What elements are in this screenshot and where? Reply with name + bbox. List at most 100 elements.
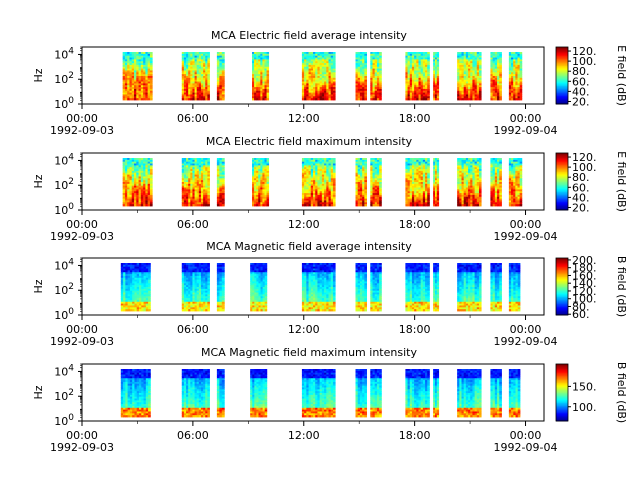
colorbar: 20.40.60.80.100.120. E field (dB) (555, 151, 628, 214)
data-interval-block (508, 52, 523, 101)
y-axis-label: Hz (32, 68, 45, 82)
panel-title: MCA Magnetic field average intensity (206, 240, 412, 253)
colorbar-tick-label: 60. (572, 308, 590, 321)
colorbar-tick-label: 140. (572, 277, 597, 290)
colorbar-tick-label: 40. (572, 85, 590, 98)
panel-2: MCA Electric field maximum intensity 100 1… (32, 135, 628, 243)
colorbar-tick-label: 120. (572, 285, 597, 298)
x-tick-label: 06:00 (177, 323, 209, 336)
x-date-label: 1992-09-03 (50, 441, 114, 454)
data-interval-block (370, 369, 382, 418)
x-tick-label: 06:00 (177, 218, 209, 231)
data-interval-block (433, 158, 440, 207)
panel-title: MCA Electric field average intensity (211, 29, 407, 42)
colorbar-tick-label: 200. (572, 254, 597, 267)
data-interval-block (301, 158, 336, 207)
data-interval-block (355, 52, 367, 101)
data-interval-block (490, 158, 502, 207)
data-interval-block (122, 52, 153, 101)
x-tick-label: 12:00 (288, 218, 320, 231)
data-interval-block (457, 263, 482, 312)
y-tick-label: 104 (54, 363, 74, 378)
x-tick-label: 00:00 (510, 218, 542, 231)
y-tick-label: 102 (54, 388, 74, 403)
x-tick-label: 00:00 (510, 323, 542, 336)
data-interval-block (301, 369, 336, 418)
data-interval-block (355, 158, 367, 207)
colorbar-tick-label: 150. (572, 380, 597, 393)
data-interval-block (370, 158, 382, 207)
panel-4: MCA Magnetic field maximum intensity 100 1… (32, 346, 628, 454)
colorbar-tick-label: 60. (572, 75, 590, 88)
colorbar-tick-label: 20. (572, 201, 590, 214)
data-interval-block (181, 263, 210, 312)
x-tick-label: 00:00 (510, 429, 542, 442)
panel-title: MCA Magnetic field maximum intensity (201, 346, 417, 359)
y-axis-label: Hz (32, 279, 45, 293)
data-interval-block (370, 263, 382, 312)
data-interval-block (405, 52, 430, 101)
data-interval-block (252, 158, 270, 207)
y-tick-label: 102 (54, 71, 74, 86)
colorbar-label: B field (dB) (615, 362, 628, 423)
data-interval-block (216, 263, 225, 312)
data-interval-block (370, 52, 382, 101)
x-tick-label: 18:00 (399, 429, 431, 442)
data-interval-block (490, 263, 502, 312)
colorbar: 100. 150. B field (dB) (555, 362, 628, 423)
data-interval-block (457, 158, 482, 207)
x-tick-label: 12:00 (288, 429, 320, 442)
colorbar-tick-label: 80. (572, 171, 590, 184)
colorbar: 20.40.60.80.100.120. E field (dB) (555, 45, 628, 108)
panel-3: MCA Magnetic field average intensity 100 1… (32, 240, 628, 348)
data-interval-block (181, 52, 210, 101)
x-tick-label: 12:00 (288, 112, 320, 125)
data-interval-block (405, 158, 430, 207)
colorbar-tick-label: 100. (572, 401, 597, 414)
colorbar-tick-label: 80. (572, 65, 590, 78)
data-interval-block (250, 369, 268, 418)
data-interval-block (181, 369, 210, 418)
x-date-label: 1992-09-03 (50, 124, 114, 137)
data-interval-block (216, 158, 225, 207)
data-interval-block (122, 158, 153, 207)
colorbar-tick-label: 180. (572, 262, 597, 275)
data-interval-block (252, 52, 270, 101)
x-tick-label: 00:00 (66, 218, 98, 231)
data-interval-block (457, 52, 482, 101)
data-interval-block (433, 263, 440, 312)
y-tick-label: 100 (54, 202, 74, 217)
colorbar-tick-label: 160. (572, 269, 597, 282)
x-tick-label: 06:00 (177, 429, 209, 442)
colorbar-label: E field (dB) (615, 151, 628, 212)
data-interval-block (508, 369, 521, 418)
data-interval-block (508, 263, 521, 312)
y-tick-label: 102 (54, 282, 74, 297)
data-interval-block (216, 52, 225, 101)
data-interval-block (355, 369, 367, 418)
colorbar-tick-label: 20. (572, 95, 590, 108)
data-interval-block (250, 263, 268, 312)
data-interval-block (433, 52, 440, 101)
colorbar-label: E field (dB) (615, 45, 628, 106)
colorbar-tick-label: 100. (572, 161, 597, 174)
data-interval-block (301, 52, 336, 101)
panel-title: MCA Electric field maximum intensity (206, 135, 413, 148)
panel-1: MCA Electric field average intensity 100 1… (32, 29, 628, 137)
x-date-label: 1992-09-04 (494, 124, 558, 137)
x-tick-label: 18:00 (399, 218, 431, 231)
data-interval-block (508, 158, 523, 207)
y-tick-label: 104 (54, 257, 74, 272)
data-interval-block (216, 369, 225, 418)
x-date-label: 1992-09-04 (494, 230, 558, 243)
x-date-label: 1992-09-03 (50, 335, 114, 348)
y-tick-label: 104 (54, 152, 74, 167)
colorbar-tick-label: 100. (572, 293, 597, 306)
data-interval-block (457, 369, 482, 418)
colorbar-tick-label: 80. (572, 300, 590, 313)
x-tick-label: 00:00 (66, 112, 98, 125)
data-interval-block (490, 52, 502, 101)
y-tick-label: 100 (54, 307, 74, 322)
colorbar-label: B field (dB) (615, 256, 628, 317)
